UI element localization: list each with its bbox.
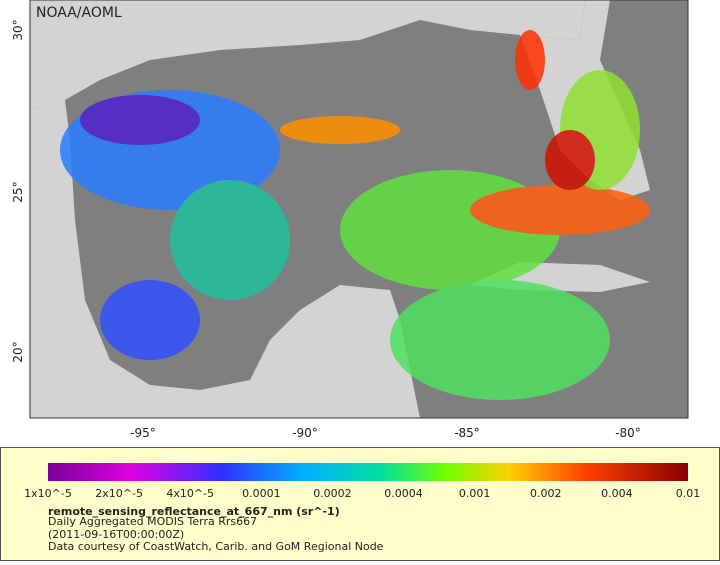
colorbar: [48, 463, 688, 481]
data-overlay: [60, 30, 650, 400]
colorbar-label: 0.001: [459, 487, 491, 500]
colorbar-label: 2x10^-5: [95, 487, 143, 500]
credit: NOAA/AOML: [36, 5, 122, 21]
map-frame: [29, 0, 689, 419]
lon-label: -80°: [615, 426, 641, 440]
lat-label: 30°: [11, 19, 25, 40]
land-mexico: [30, 100, 420, 418]
lat-label: 20°: [11, 341, 25, 362]
land-north: [30, 0, 585, 110]
legend-line: Data courtesy of CoastWatch, Carib. and …: [48, 540, 384, 553]
lon-label: -85°: [454, 426, 480, 440]
colorbar-label: 0.004: [601, 487, 633, 500]
colorbar-label: 0.01: [676, 487, 701, 500]
colorbar-label: 1x10^-5: [24, 487, 72, 500]
colorbar-label: 0.002: [530, 487, 562, 500]
colorbar-label: 4x10^-5: [166, 487, 214, 500]
map-area: [30, 0, 688, 418]
legend-line: Daily Aggregated MODIS Terra Rrs667: [48, 515, 257, 528]
lon-label: -90°: [292, 426, 318, 440]
colorbar-label: 0.0001: [242, 487, 281, 500]
lat-label: 25°: [11, 181, 25, 202]
legend: 1x10^-5 2x10^-5 4x10^-5 0.0001 0.0002 0.0004 0…: [0, 447, 720, 561]
lon-label: -95°: [130, 426, 156, 440]
colorbar-labels: 1x10^-5 2x10^-5 4x10^-5 0.0001 0.0002 0.0004 0…: [24, 487, 700, 500]
legend-line: (2011-09-16T00:00:00Z): [48, 528, 184, 541]
colorbar-label: 0.0002: [313, 487, 352, 500]
legend-title: remote_sensing_reflectance_at_667_nm (sr…: [48, 505, 340, 518]
colorbar-label: 0.0004: [384, 487, 423, 500]
